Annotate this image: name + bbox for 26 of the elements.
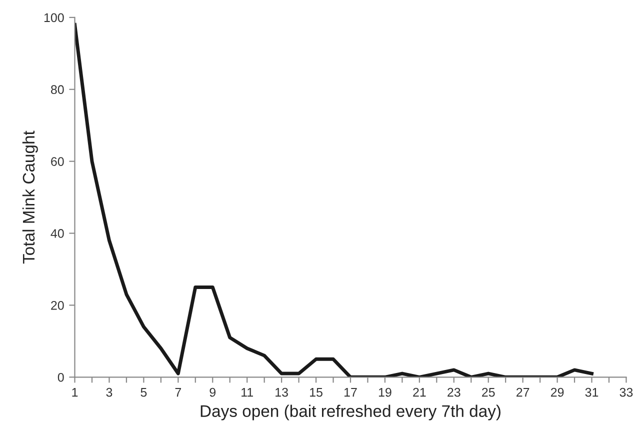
x-tick-label: 11 — [242, 388, 253, 397]
y-tick-label: 0 — [58, 372, 64, 382]
line-series — [74, 22, 594, 378]
x-tick-label: 3 — [106, 388, 112, 397]
x-tick-label: 29 — [550, 388, 564, 397]
x-tick-label: 19 — [378, 388, 392, 397]
y-tick-label: 40 — [50, 229, 64, 238]
x-tick-label: 13 — [276, 388, 288, 397]
x-tick-label: 1 — [72, 388, 78, 397]
x-tick-label: 27 — [516, 388, 530, 397]
x-tick-label: 9 — [210, 388, 216, 397]
x-tick-label: 31 — [585, 388, 598, 397]
y-tick-label: 60 — [51, 157, 64, 166]
x-tick-label: 17 — [344, 388, 357, 397]
y-tick-label: 80 — [50, 85, 64, 94]
x-tick-label: 7 — [175, 388, 182, 397]
y-tick-label: 20 — [51, 301, 64, 310]
x-tick-label: 21 — [413, 388, 426, 397]
x-tick-label: 15 — [310, 388, 322, 397]
x-axis-title: Days open (bait refreshed every 7th day) — [200, 404, 500, 420]
x-tick-label: 5 — [140, 388, 147, 397]
x-tick-label: 33 — [620, 388, 633, 397]
x-tick-label: 25 — [482, 388, 495, 397]
y-tick-label: 100 — [44, 13, 64, 22]
x-tick-label: 23 — [448, 388, 460, 397]
y-axis-title: Total Mink Caught — [22, 130, 38, 264]
